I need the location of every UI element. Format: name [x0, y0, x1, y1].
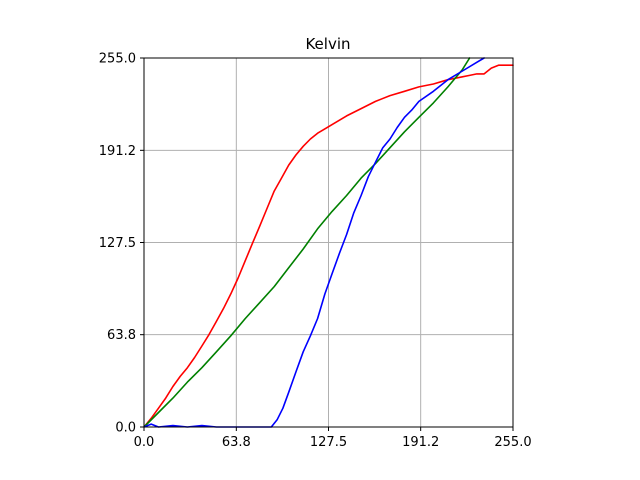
- y-tick-label-2: 127.5: [99, 236, 136, 251]
- x-tick-label-2: 127.5: [310, 435, 347, 450]
- axis-ticks: 0.0 63.8 127.5 191.2 255.0 0.0 63.8 127.5 191.2 2…: [99, 52, 532, 451]
- x-tick-label-3: 191.2: [402, 435, 439, 450]
- x-tick-label-1: 63.8: [222, 435, 251, 450]
- series-line-0: [143, 64, 514, 428]
- y-tick-label-1: 63.8: [107, 328, 136, 343]
- chart-title: Kelvin: [305, 35, 350, 53]
- x-tick-label-4: 255.0: [494, 435, 531, 450]
- x-tick-label-0: 0.0: [134, 435, 155, 450]
- y-tick-label-0: 0.0: [115, 421, 136, 436]
- series-line-1: [143, 57, 471, 428]
- y-tick-label-4: 255.0: [99, 52, 136, 67]
- y-tick-label-3: 191.2: [99, 144, 136, 159]
